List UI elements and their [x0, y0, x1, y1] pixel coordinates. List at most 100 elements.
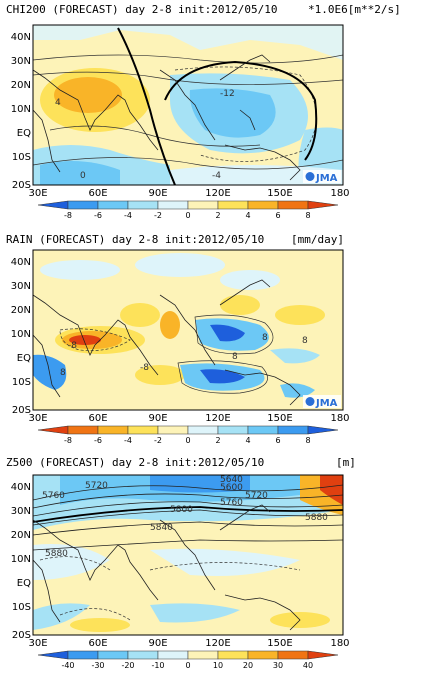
colorbar-label: 0 — [185, 211, 190, 220]
jma-logo: JMA — [303, 170, 341, 184]
colorbar-segment — [277, 425, 309, 435]
colorbar-segment — [217, 425, 249, 435]
lat-label: 10N — [11, 554, 31, 565]
lat-label: 20S — [12, 180, 31, 191]
contour-label: -4 — [212, 171, 221, 181]
colorbar-segment — [217, 200, 249, 210]
lon-label: 30E — [28, 638, 47, 649]
colorbar-label: -2 — [154, 436, 162, 445]
colorbar-segment — [247, 200, 279, 210]
colorbar-label: -4 — [124, 436, 132, 445]
colorbar-segment — [307, 650, 339, 660]
colorbar: -8 -6 -4 -2 0 2 4 6 8 — [37, 425, 339, 445]
colorbar-segment — [37, 200, 69, 210]
colorbar-label: -6 — [94, 436, 102, 445]
colorbar-label: 2 — [215, 436, 220, 445]
contour-label: 5880 — [45, 549, 68, 559]
colorbar-segment — [217, 650, 249, 660]
lat-label: 30N — [11, 281, 31, 292]
lon-label: 120E — [205, 413, 230, 424]
lon-label: 150E — [267, 188, 292, 199]
colorbar-segment — [127, 200, 159, 210]
panel-title: Z500 (FORECAST) day 2-8 init:2012/05/10 … — [6, 456, 356, 469]
colorbar-segment — [307, 425, 339, 435]
colorbar-segment — [97, 650, 129, 660]
colorbar-label: -10 — [151, 661, 164, 670]
logo-text: JMA — [315, 398, 338, 409]
lat-label: 20S — [12, 405, 31, 416]
lat-label: EQ — [17, 128, 31, 139]
rain-panel: RAIN (FORECAST) day 2-8 init:2012/05/10 … — [0, 225, 423, 450]
z500-map: 5760 5720 5800 5840 5880 5880 5640 5600 … — [11, 474, 350, 670]
colorbar-label: -8 — [64, 436, 72, 445]
colorbar-segment — [187, 425, 219, 435]
colorbar-segment — [247, 425, 279, 435]
contour-label: 8 — [60, 368, 66, 378]
colorbar-label: 40 — [303, 661, 313, 670]
colorbar-segment — [277, 200, 309, 210]
lon-label: 60E — [88, 638, 107, 649]
lat-label: 20N — [11, 530, 31, 541]
contour-label: 5640 — [220, 475, 243, 485]
contour-label: 5760 — [42, 491, 65, 501]
colorbar-segment — [187, 200, 219, 210]
lon-label: 90E — [148, 638, 167, 649]
contour-label: 4 — [55, 98, 61, 108]
colorbar-label: 6 — [275, 436, 280, 445]
lon-label: 60E — [88, 188, 107, 199]
colorbar-segment — [37, 425, 69, 435]
contour-label: -8 — [140, 363, 149, 373]
contour-label: 5720 — [85, 481, 108, 491]
colorbar-segment — [67, 200, 99, 210]
contour-label: 8 — [232, 352, 238, 362]
chi200-map: 4 -12 0 -4 JMA 40N 30N 20N 10N EQ 10S 20… — [11, 24, 350, 220]
title-text: CHI200 (FORECAST) day 2-8 init:2012/05/1… — [6, 3, 278, 16]
contour-label: -12 — [220, 89, 235, 99]
lat-label: 10S — [12, 152, 31, 163]
colorbar-segment — [37, 650, 69, 660]
contour-label: 8 — [262, 333, 268, 343]
colorbar-segment — [277, 650, 309, 660]
lon-label: 150E — [267, 638, 292, 649]
contour-label: 5840 — [150, 523, 173, 533]
colorbar-label: -20 — [121, 661, 134, 670]
units-text: [mm/day] — [291, 233, 344, 246]
colorbar-label: -6 — [94, 211, 102, 220]
colorbar-label: -30 — [91, 661, 104, 670]
lon-label: 90E — [148, 413, 167, 424]
colorbar-segment — [97, 200, 129, 210]
z500-panel: Z500 (FORECAST) day 2-8 init:2012/05/10 … — [0, 450, 423, 677]
colorbar-label: 20 — [243, 661, 253, 670]
lon-label: 120E — [205, 638, 230, 649]
logo-text: JMA — [315, 173, 338, 184]
lat-label: 40N — [11, 257, 31, 268]
lat-label: EQ — [17, 353, 31, 364]
colorbar-segment — [127, 650, 159, 660]
lon-label: 30E — [28, 413, 47, 424]
colorbar-segment — [97, 425, 129, 435]
lat-label: 10N — [11, 104, 31, 115]
lat-label: 10S — [12, 602, 31, 613]
lat-label: 10N — [11, 329, 31, 340]
colorbar-label: 6 — [275, 211, 280, 220]
colorbar-label: 8 — [305, 436, 310, 445]
lon-label: 180 — [330, 413, 349, 424]
lon-label: 150E — [267, 413, 292, 424]
lat-label: 40N — [11, 32, 31, 43]
lon-label: 180 — [330, 638, 349, 649]
colorbar-segment — [157, 200, 189, 210]
colorbar-label: 0 — [185, 436, 190, 445]
lon-label: 60E — [88, 413, 107, 424]
lon-label: 120E — [205, 188, 230, 199]
lat-label: 20N — [11, 305, 31, 316]
colorbar-label: 4 — [245, 211, 250, 220]
lat-label: EQ — [17, 578, 31, 589]
title-text: Z500 (FORECAST) day 2-8 init:2012/05/10 — [6, 456, 265, 469]
contour-label: 5800 — [170, 505, 193, 515]
lat-label: 40N — [11, 482, 31, 493]
units-text: [m] — [336, 456, 356, 469]
contour-label: 8 — [302, 336, 308, 346]
colorbar: -40 -30 -20 -10 0 10 20 30 40 — [37, 650, 339, 670]
units-text: *1.0E6[m**2/s] — [308, 3, 401, 16]
lat-label: 30N — [11, 506, 31, 517]
